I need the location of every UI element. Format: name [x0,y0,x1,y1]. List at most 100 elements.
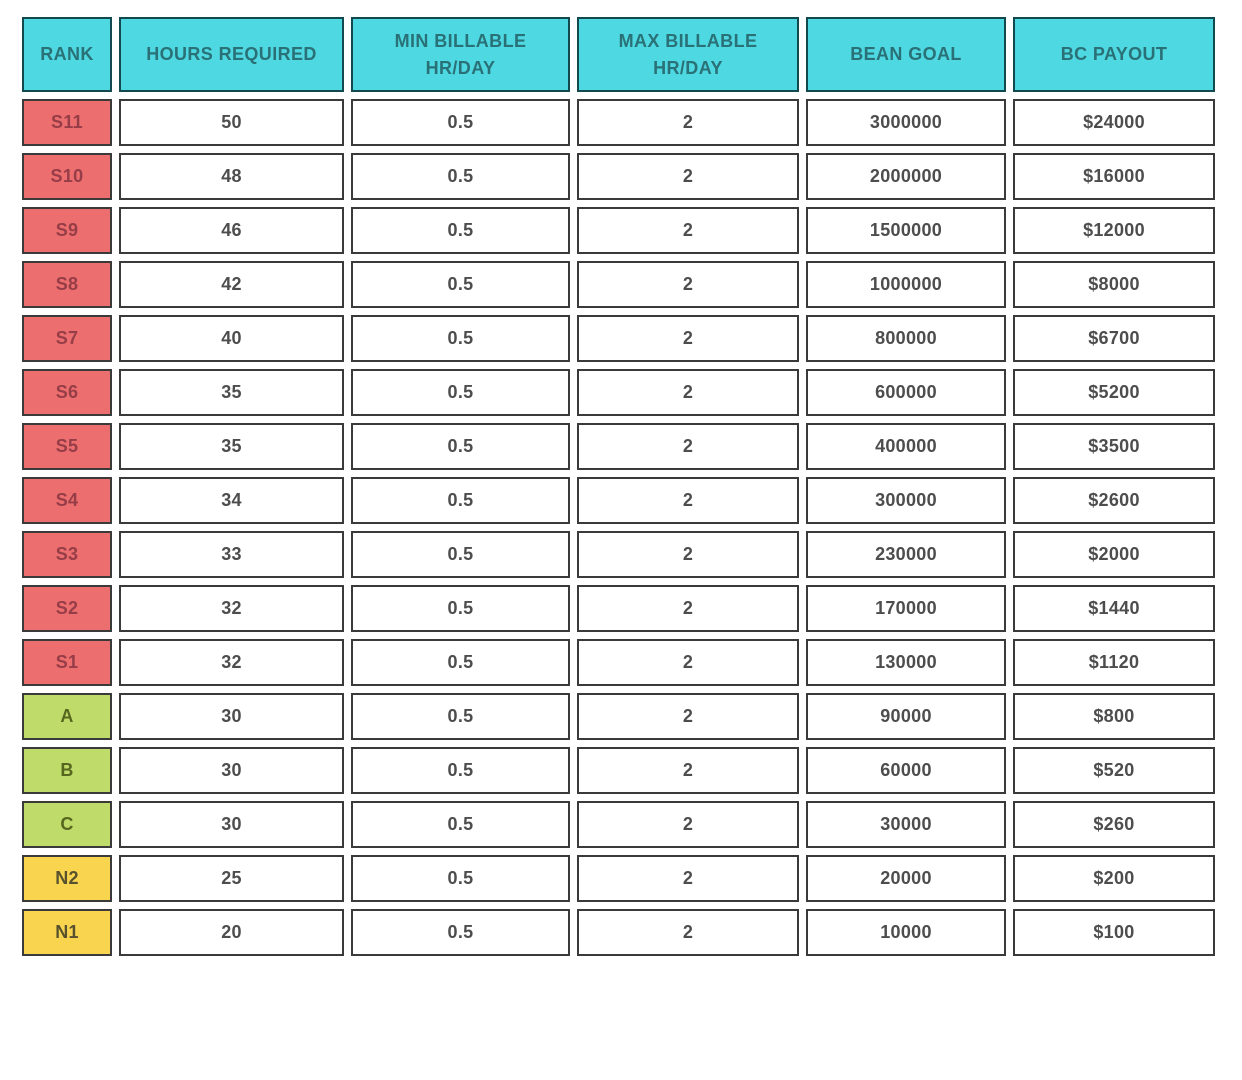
hours-cell: 32 [119,585,344,632]
bc-payout-cell: $12000 [1013,207,1215,254]
hours-cell: 40 [119,315,344,362]
bean-goal-cell: 2000000 [806,153,1006,200]
min-billable-cell: 0.5 [351,855,570,902]
rank-payout-table: RANK HOURS REQUIRED MIN BILLABLE HR/DAY MAX… [15,10,1222,963]
rank-cell: S11 [22,99,112,146]
max-billable-cell: 2 [577,747,799,794]
bc-payout-cell: $200 [1013,855,1215,902]
bc-payout-cell: $24000 [1013,99,1215,146]
min-billable-cell: 0.5 [351,261,570,308]
header-row: RANK HOURS REQUIRED MIN BILLABLE HR/DAY MAX… [22,17,1215,92]
bean-goal-cell: 3000000 [806,99,1006,146]
column-header-hours-required: HOURS REQUIRED [119,17,344,92]
bc-payout-cell: $1440 [1013,585,1215,632]
table-row: C 30 0.5 2 30000 $260 [22,801,1215,848]
column-header-rank: RANK [22,17,112,92]
hours-cell: 35 [119,423,344,470]
bean-goal-cell: 400000 [806,423,1006,470]
min-billable-cell: 0.5 [351,369,570,416]
column-header-bc-payout: BC PAYOUT [1013,17,1215,92]
min-billable-cell: 0.5 [351,423,570,470]
table-row: N1 20 0.5 2 10000 $100 [22,909,1215,956]
rank-cell: S5 [22,423,112,470]
table-body: S11 50 0.5 2 3000000 $24000 S10 48 0.5 2 2000000 $1… [22,99,1215,956]
min-billable-cell: 0.5 [351,477,570,524]
min-billable-cell: 0.5 [351,801,570,848]
table-row: A 30 0.5 2 90000 $800 [22,693,1215,740]
bc-payout-cell: $800 [1013,693,1215,740]
table-row: S1 32 0.5 2 130000 $1120 [22,639,1215,686]
hours-cell: 33 [119,531,344,578]
max-billable-cell: 2 [577,207,799,254]
column-header-min-billable: MIN BILLABLE HR/DAY [351,17,570,92]
bean-goal-cell: 1500000 [806,207,1006,254]
max-billable-cell: 2 [577,423,799,470]
bc-payout-cell: $5200 [1013,369,1215,416]
bc-payout-cell: $2000 [1013,531,1215,578]
min-billable-cell: 0.5 [351,153,570,200]
max-billable-cell: 2 [577,153,799,200]
max-billable-cell: 2 [577,639,799,686]
bean-goal-cell: 90000 [806,693,1006,740]
bc-payout-cell: $520 [1013,747,1215,794]
hours-cell: 25 [119,855,344,902]
rank-cell: C [22,801,112,848]
table-row: S10 48 0.5 2 2000000 $16000 [22,153,1215,200]
max-billable-cell: 2 [577,315,799,362]
bean-goal-cell: 1000000 [806,261,1006,308]
rank-cell: S10 [22,153,112,200]
rank-cell: S7 [22,315,112,362]
max-billable-cell: 2 [577,477,799,524]
min-billable-cell: 0.5 [351,693,570,740]
hours-cell: 42 [119,261,344,308]
bean-goal-cell: 30000 [806,801,1006,848]
max-billable-cell: 2 [577,585,799,632]
bc-payout-cell: $260 [1013,801,1215,848]
table-row: S5 35 0.5 2 400000 $3500 [22,423,1215,470]
hours-cell: 48 [119,153,344,200]
rank-cell: N2 [22,855,112,902]
hours-cell: 30 [119,801,344,848]
rank-cell: S4 [22,477,112,524]
max-billable-cell: 2 [577,801,799,848]
min-billable-cell: 0.5 [351,747,570,794]
min-billable-cell: 0.5 [351,639,570,686]
hours-cell: 20 [119,909,344,956]
table-row: S11 50 0.5 2 3000000 $24000 [22,99,1215,146]
rank-cell: S2 [22,585,112,632]
rank-cell: S6 [22,369,112,416]
bc-payout-cell: $16000 [1013,153,1215,200]
max-billable-cell: 2 [577,99,799,146]
min-billable-cell: 0.5 [351,99,570,146]
rank-cell: B [22,747,112,794]
min-billable-cell: 0.5 [351,207,570,254]
table-row: S2 32 0.5 2 170000 $1440 [22,585,1215,632]
bean-goal-cell: 60000 [806,747,1006,794]
bean-goal-cell: 600000 [806,369,1006,416]
hours-cell: 32 [119,639,344,686]
min-billable-cell: 0.5 [351,909,570,956]
min-billable-cell: 0.5 [351,585,570,632]
bc-payout-cell: $2600 [1013,477,1215,524]
bc-payout-cell: $100 [1013,909,1215,956]
column-header-max-billable: MAX BILLABLE HR/DAY [577,17,799,92]
table-row: S4 34 0.5 2 300000 $2600 [22,477,1215,524]
bean-goal-cell: 800000 [806,315,1006,362]
min-billable-cell: 0.5 [351,315,570,362]
bc-payout-cell: $8000 [1013,261,1215,308]
max-billable-cell: 2 [577,909,799,956]
rank-cell: A [22,693,112,740]
max-billable-cell: 2 [577,855,799,902]
bean-goal-cell: 20000 [806,855,1006,902]
hours-cell: 35 [119,369,344,416]
hours-cell: 30 [119,747,344,794]
hours-cell: 50 [119,99,344,146]
rank-cell: S3 [22,531,112,578]
hours-cell: 46 [119,207,344,254]
table-row: B 30 0.5 2 60000 $520 [22,747,1215,794]
hours-cell: 30 [119,693,344,740]
max-billable-cell: 2 [577,369,799,416]
rank-cell: S9 [22,207,112,254]
max-billable-cell: 2 [577,261,799,308]
max-billable-cell: 2 [577,531,799,578]
